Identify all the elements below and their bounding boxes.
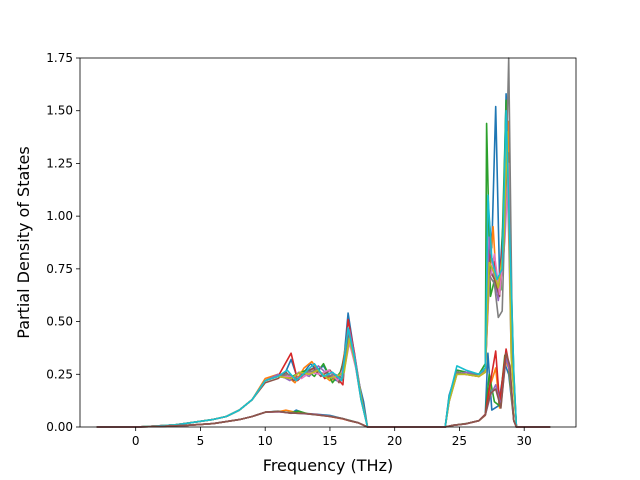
x-tick-label: 25: [452, 434, 467, 448]
series-line-9: [96, 131, 551, 428]
y-tick-label: 0.25: [46, 367, 73, 381]
x-tick-label: 15: [322, 434, 337, 448]
y-tick-label: 1.75: [46, 51, 73, 65]
x-tick-label: 0: [132, 434, 140, 448]
series-line-7: [96, 162, 551, 428]
y-tick-label: 0.00: [46, 420, 73, 434]
series-line-16: [96, 352, 551, 428]
y-axis-label: Partial Density of States: [14, 146, 33, 338]
series-line-2: [96, 120, 551, 428]
x-tick-label: 20: [387, 434, 402, 448]
y-tick-label: 1.00: [46, 209, 73, 223]
y-axis-ticks: 0.00 0.25 0.50 0.75 1.00 1.25 1.50 1.75: [46, 51, 80, 434]
x-tick-label: 10: [258, 434, 273, 448]
plot-frame: [79, 57, 577, 428]
y-tick-label: 0.50: [46, 315, 73, 329]
series-line-6: [96, 152, 551, 428]
y-tick-label: 0.75: [46, 262, 73, 276]
x-tick-label: 5: [197, 434, 205, 448]
series-line-5: [96, 173, 551, 428]
x-tick-label: 30: [517, 434, 532, 448]
series-line-4: [96, 141, 551, 428]
y-tick-label: 1.50: [46, 104, 73, 118]
y-tick-label: 1.25: [46, 156, 73, 170]
x-axis-ticks: 0 5 10 15 20 25 30: [132, 427, 532, 448]
x-axis-label: Frequency (THz): [263, 456, 393, 475]
series-lines: [96, 57, 551, 428]
series-line-10: [96, 109, 551, 428]
